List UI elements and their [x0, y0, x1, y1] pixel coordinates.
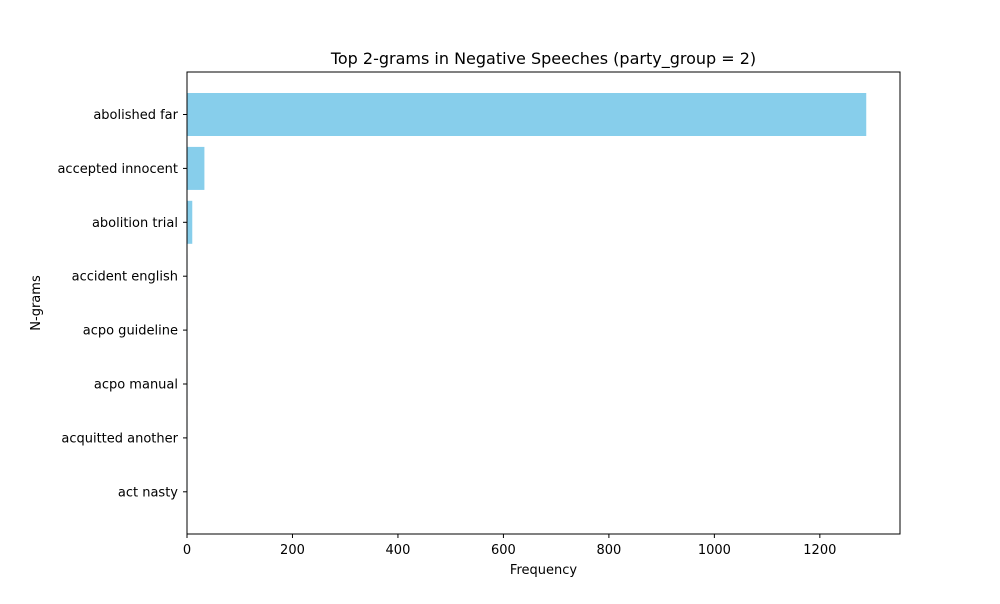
x-tick-label: 1200	[803, 543, 836, 558]
plot-frame	[186, 71, 901, 535]
bar	[187, 93, 867, 136]
y-tick-label: abolished far	[93, 108, 178, 123]
y-tick-label: act nasty	[118, 485, 178, 500]
y-tick-label: accident english	[72, 270, 178, 285]
chart-title: Top 2-grams in Negative Speeches (party_…	[330, 49, 756, 69]
x-tick-label: 200	[280, 543, 305, 558]
x-tick-label: 600	[491, 543, 516, 558]
x-tick-label: 1000	[698, 543, 731, 558]
y-axis-label: N-grams	[29, 275, 44, 331]
x-tick-label: 400	[386, 543, 411, 558]
x-axis: 0 200 400 600 800 1000 1200	[183, 534, 836, 558]
y-tick-label: abolition trial	[92, 216, 178, 231]
y-tick-label: acquitted another	[61, 431, 178, 446]
bar	[187, 200, 193, 244]
x-axis-label: Frequency	[510, 563, 577, 578]
x-tick-label: 0	[183, 543, 191, 558]
bar	[187, 146, 205, 190]
x-tick-label: 800	[596, 543, 621, 558]
y-axis: abolished far accepted innocent abolition …	[57, 108, 187, 500]
bars-group	[187, 93, 867, 514]
y-tick-label: acpo manual	[94, 378, 178, 393]
y-tick-label: accepted innocent	[57, 162, 178, 177]
y-tick-label: acpo guideline	[83, 324, 178, 339]
